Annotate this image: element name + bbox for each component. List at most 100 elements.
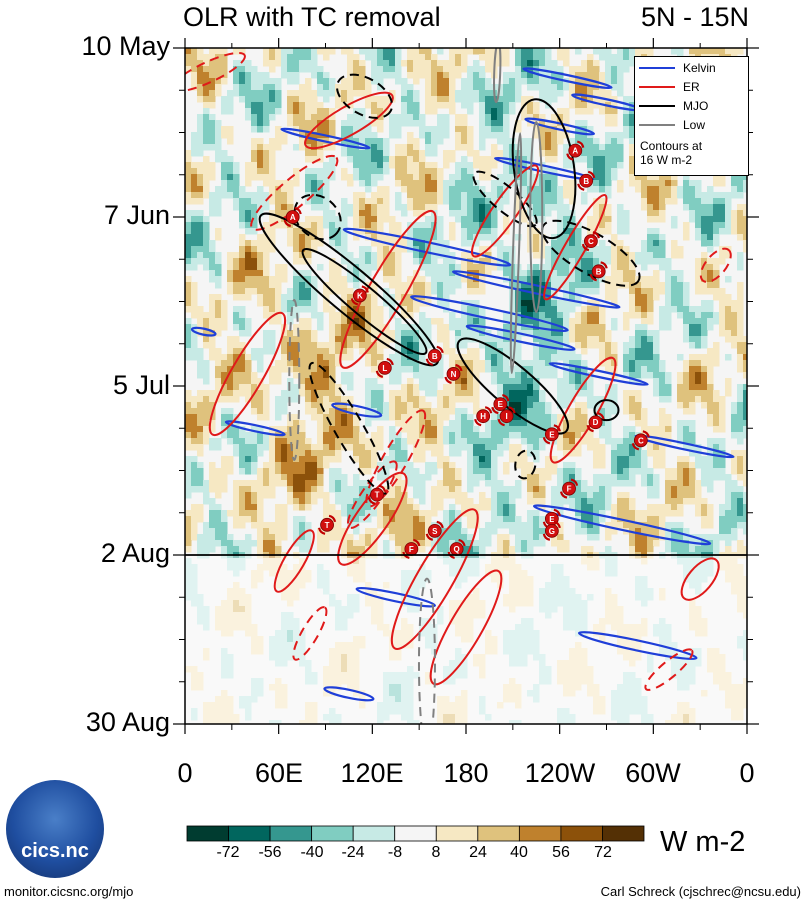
olr-cell xyxy=(311,486,318,493)
olr-cell xyxy=(557,216,564,223)
olr-cell xyxy=(707,300,714,307)
olr-cell xyxy=(341,144,348,151)
olr-cell xyxy=(353,120,360,127)
olr-cell xyxy=(311,216,318,223)
olr-cell xyxy=(575,246,582,253)
olr-cell xyxy=(347,312,354,319)
olr-cell xyxy=(209,240,216,247)
olr-cell xyxy=(329,372,336,379)
olr-cell xyxy=(485,90,492,97)
olr-cell xyxy=(731,420,738,427)
olr-cell xyxy=(185,60,192,67)
olr-cell xyxy=(197,84,204,91)
olr-cell xyxy=(371,168,378,175)
olr-cell xyxy=(257,252,264,259)
olr-cell xyxy=(611,60,618,67)
olr-cell xyxy=(701,198,708,205)
olr-cell xyxy=(563,246,570,253)
olr-cell xyxy=(227,168,234,175)
olr-cell xyxy=(239,66,246,73)
olr-cell xyxy=(671,222,678,229)
olr-cell xyxy=(329,354,336,361)
olr-cell xyxy=(317,66,324,73)
olr-cell xyxy=(659,462,666,469)
olr-cell xyxy=(509,84,516,91)
olr-cell xyxy=(245,456,252,463)
olr-cell xyxy=(233,366,240,373)
olr-cell xyxy=(449,252,456,259)
olr-cell xyxy=(419,480,426,487)
olr-cell xyxy=(569,474,576,481)
olr-cell xyxy=(203,180,210,187)
olr-cell xyxy=(353,480,360,487)
olr-cell xyxy=(371,150,378,157)
olr-cell xyxy=(359,252,366,259)
olr-cell xyxy=(371,348,378,355)
olr-cell xyxy=(641,474,648,481)
olr-cell xyxy=(227,264,234,271)
olr-cell xyxy=(551,132,558,139)
olr-cell xyxy=(689,180,696,187)
olr-cell xyxy=(353,342,360,349)
olr-cell xyxy=(557,72,564,79)
olr-cell xyxy=(245,204,252,211)
olr-cell xyxy=(251,354,258,361)
olr-cell xyxy=(467,126,474,133)
olr-cell xyxy=(449,60,456,67)
olr-cell xyxy=(377,312,384,319)
olr-cell xyxy=(503,438,510,445)
olr-cell xyxy=(521,390,528,397)
olr-cell xyxy=(683,198,690,205)
olr-cell xyxy=(533,294,540,301)
olr-cell xyxy=(185,318,192,325)
olr-cell xyxy=(371,240,378,247)
olr-cell xyxy=(317,48,324,55)
olr-cell xyxy=(539,360,546,367)
olr-cell xyxy=(251,192,258,199)
olr-cell xyxy=(449,204,456,211)
olr-cell xyxy=(185,258,192,265)
olr-cell xyxy=(641,426,648,433)
olr-cell xyxy=(317,198,324,205)
olr-cell xyxy=(395,450,402,457)
olr-cell xyxy=(239,72,246,79)
olr-cell xyxy=(707,366,714,373)
olr-cell xyxy=(353,168,360,175)
olr-cell xyxy=(461,78,468,85)
olr-cell xyxy=(185,288,192,295)
olr-cell xyxy=(533,306,540,313)
olr-cell xyxy=(371,432,378,439)
olr-cell xyxy=(551,78,558,85)
olr-cell xyxy=(431,204,438,211)
olr-cell xyxy=(305,240,312,247)
olr-cell xyxy=(305,150,312,157)
olr-cell xyxy=(545,66,552,73)
olr-cell xyxy=(473,318,480,325)
olr-cell xyxy=(617,132,624,139)
olr-cell xyxy=(305,330,312,337)
olr-cell xyxy=(653,252,660,259)
olr-cell xyxy=(533,336,540,343)
olr-cell xyxy=(557,300,564,307)
olr-cell xyxy=(443,480,450,487)
olr-cell xyxy=(659,384,666,391)
olr-cell xyxy=(707,198,714,205)
olr-cell xyxy=(491,462,498,469)
olr-cell xyxy=(695,180,702,187)
olr-cell xyxy=(587,72,594,79)
olr-cell xyxy=(203,318,210,325)
olr-cell xyxy=(587,222,594,229)
olr-cell xyxy=(647,186,654,193)
olr-cell xyxy=(401,78,408,85)
olr-cell xyxy=(269,300,276,307)
olr-cell xyxy=(341,282,348,289)
olr-cell xyxy=(431,288,438,295)
olr-cell xyxy=(719,330,726,337)
olr-cell xyxy=(707,444,714,451)
olr-cell xyxy=(383,402,390,409)
olr-cell xyxy=(629,450,636,457)
olr-cell xyxy=(263,480,270,487)
olr-cell xyxy=(593,300,600,307)
olr-cell xyxy=(329,396,336,403)
olr-cell xyxy=(545,366,552,373)
